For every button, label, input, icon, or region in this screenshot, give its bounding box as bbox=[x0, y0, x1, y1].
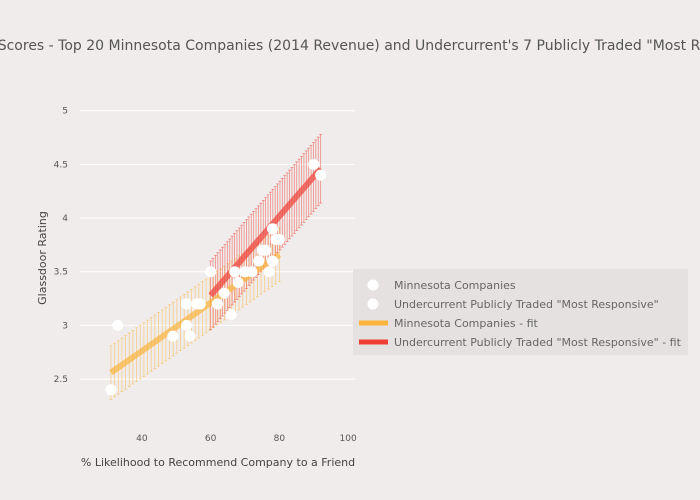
data-point bbox=[273, 234, 285, 246]
data-point bbox=[253, 255, 265, 267]
data-point bbox=[194, 298, 206, 310]
x-tick-label: 80 bbox=[274, 434, 286, 444]
x-tick-label: 100 bbox=[340, 434, 357, 444]
data-point bbox=[260, 244, 272, 256]
chart-title: Glassdoor Scores - Top 20 Minnesota Comp… bbox=[0, 38, 700, 54]
legend[interactable]: Minnesota Companies Undercurrent Publicly… bbox=[353, 269, 688, 355]
data-point bbox=[181, 319, 193, 331]
legend-label: Undercurrent Publicly Traded "Most Respo… bbox=[394, 336, 682, 349]
y-axis-title: Glassdoor Rating bbox=[36, 211, 49, 305]
data-point bbox=[232, 276, 244, 288]
legend-background bbox=[353, 269, 688, 355]
data-point bbox=[229, 266, 241, 278]
data-point bbox=[212, 298, 223, 310]
data-point bbox=[181, 298, 193, 310]
data-point bbox=[315, 169, 327, 181]
y-tick-label: 4.5 bbox=[54, 160, 68, 170]
y-tick-label: 4 bbox=[62, 214, 68, 224]
y-tick-label: 3 bbox=[62, 321, 68, 331]
data-point bbox=[105, 384, 117, 396]
x-axis-title: % Likelihood to Recommend Company to a F… bbox=[81, 456, 355, 469]
data-point bbox=[246, 266, 258, 278]
data-point bbox=[267, 223, 278, 235]
data-point bbox=[218, 287, 230, 299]
data-point bbox=[263, 266, 275, 278]
y-tick-label: 5 bbox=[62, 107, 68, 117]
x-tick-label: 60 bbox=[205, 434, 217, 444]
legend-label: Undercurrent Publicly Traded "Most Respo… bbox=[394, 298, 659, 311]
data-points bbox=[105, 158, 327, 396]
data-point bbox=[184, 330, 196, 342]
data-point bbox=[205, 266, 217, 278]
data-point bbox=[225, 309, 237, 321]
fit-line bbox=[208, 166, 323, 298]
y-tick-label: 3.5 bbox=[54, 268, 68, 278]
data-point bbox=[308, 158, 320, 170]
legend-marker bbox=[367, 298, 379, 310]
fit-error-bands bbox=[109, 133, 323, 400]
y-tick-label: 2.5 bbox=[54, 375, 68, 385]
x-tick-label: 40 bbox=[136, 434, 148, 444]
legend-label: Minnesota Companies - fit bbox=[394, 317, 539, 330]
data-point bbox=[167, 330, 179, 342]
data-point bbox=[112, 319, 124, 331]
legend-label: Minnesota Companies bbox=[394, 279, 516, 292]
data-point bbox=[267, 255, 278, 267]
legend-marker bbox=[367, 279, 379, 291]
axis-ticks: 2.5 3 3.5 4 4.5 5 40 60 80 100 bbox=[54, 107, 357, 444]
